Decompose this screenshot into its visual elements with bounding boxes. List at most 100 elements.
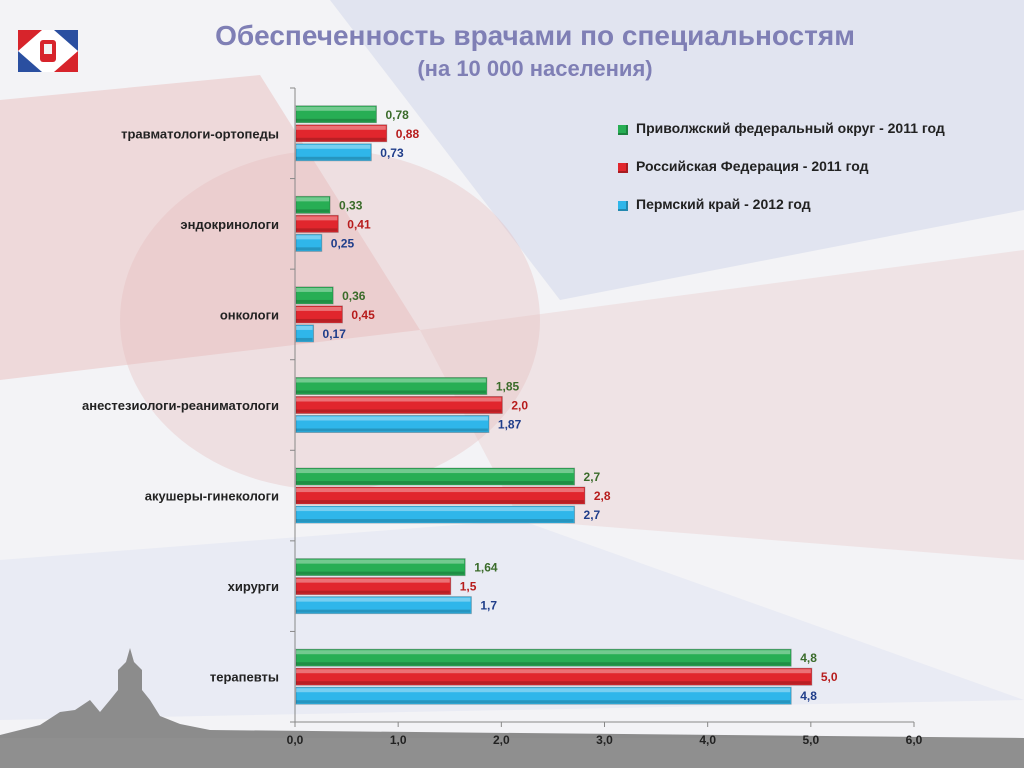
bar-highlight (296, 488, 584, 493)
category-label: эндокринологи (180, 217, 279, 232)
x-tick-label: 4,0 (699, 733, 716, 747)
bar-highlight (296, 650, 791, 655)
data-label: 1,87 (498, 418, 522, 432)
bar-highlight (296, 669, 811, 674)
bar-highlight (296, 235, 321, 240)
data-label: 2,7 (584, 470, 601, 484)
bar-highlight (296, 688, 791, 693)
bar-highlight (296, 216, 338, 221)
x-tick-label: 2,0 (493, 733, 510, 747)
bar (295, 667, 813, 686)
page-title: Обеспеченность врачами по специальностям (215, 20, 855, 51)
legend-swatch-red (618, 163, 628, 173)
data-label: 1,5 (460, 580, 477, 594)
bar-shade (296, 390, 486, 394)
bar-shade (296, 318, 342, 322)
bar-highlight (296, 397, 502, 402)
bar (295, 505, 576, 524)
bar-highlight (296, 144, 371, 149)
data-label: 4,8 (800, 689, 817, 703)
legend-label-perm: Пермский край - 2012 год (636, 196, 811, 212)
bar-shade (296, 209, 330, 213)
bar-highlight (296, 306, 342, 311)
bar (295, 486, 586, 505)
category-label: анестезиологи-реаниматологи (82, 398, 279, 413)
bar-shade (296, 700, 791, 704)
bar-highlight (296, 597, 471, 602)
category-label: хирурги (228, 579, 279, 594)
category-label: терапевты (210, 670, 279, 685)
bar-shade (296, 428, 488, 432)
bar-highlight (296, 287, 333, 292)
category-label: травматологи-ортопеды (121, 126, 279, 141)
bar-shade (296, 247, 321, 251)
bar (295, 305, 343, 324)
bar-shade (296, 519, 574, 523)
data-label: 0,78 (385, 108, 409, 122)
bar-highlight (296, 106, 376, 111)
bar (295, 286, 334, 305)
data-label: 1,7 (480, 599, 497, 613)
data-label: 2,0 (511, 399, 528, 413)
data-label: 0,41 (347, 217, 371, 231)
data-label: 0,36 (342, 289, 366, 303)
x-tick-label: 0,0 (287, 733, 304, 747)
bar-highlight (296, 197, 330, 202)
data-label: 0,25 (331, 236, 355, 250)
coat-of-arms-logo (18, 30, 78, 72)
bar-highlight (296, 507, 574, 512)
bar-shade (296, 118, 376, 122)
bar (295, 214, 339, 233)
bar-shade (296, 337, 313, 341)
bar-highlight (296, 378, 486, 383)
bar-shade (296, 590, 450, 594)
bar (295, 396, 503, 414)
page-subtitle: (на 10 000 населения) (417, 56, 653, 81)
bar (295, 143, 372, 162)
data-label: 4,8 (800, 651, 817, 665)
legend-swatch-blue (618, 201, 628, 211)
bar (295, 377, 488, 395)
legend-swatch-green (618, 125, 628, 135)
data-label: 0,73 (380, 146, 404, 160)
bar (295, 577, 452, 596)
bar-highlight (296, 559, 465, 564)
x-tick-label: 6,0 (906, 733, 923, 747)
bar-highlight (296, 325, 313, 330)
bar-shade (296, 500, 584, 504)
data-label: 2,8 (594, 489, 611, 503)
data-label: 0,17 (323, 327, 347, 341)
bar (295, 558, 466, 577)
bar (295, 686, 792, 705)
category-label: онкологи (220, 307, 279, 322)
bar (295, 596, 472, 615)
bar-shade (296, 481, 574, 485)
x-tick-label: 3,0 (596, 733, 613, 747)
bar-shade (296, 571, 465, 575)
x-tick-label: 5,0 (802, 733, 819, 747)
bar-shade (296, 228, 338, 232)
bar-highlight (296, 416, 488, 421)
data-label: 2,7 (584, 508, 601, 522)
bar (295, 233, 323, 252)
bar-shade (296, 137, 386, 141)
bar (295, 195, 331, 214)
bar-shade (296, 609, 471, 613)
bar (295, 648, 792, 667)
bar-highlight (296, 125, 386, 130)
x-tick-label: 1,0 (390, 733, 407, 747)
bar-highlight (296, 578, 450, 583)
data-label: 0,33 (339, 198, 363, 212)
data-label: 1,64 (474, 561, 498, 575)
bar-shade (296, 156, 371, 160)
data-label: 0,45 (351, 308, 375, 322)
data-label: 1,85 (496, 380, 520, 394)
bar (295, 105, 377, 124)
bar-shade (296, 681, 811, 685)
data-label: 5,0 (821, 670, 838, 684)
data-label: 0,88 (396, 127, 420, 141)
bar (295, 415, 490, 433)
bar (295, 124, 388, 143)
